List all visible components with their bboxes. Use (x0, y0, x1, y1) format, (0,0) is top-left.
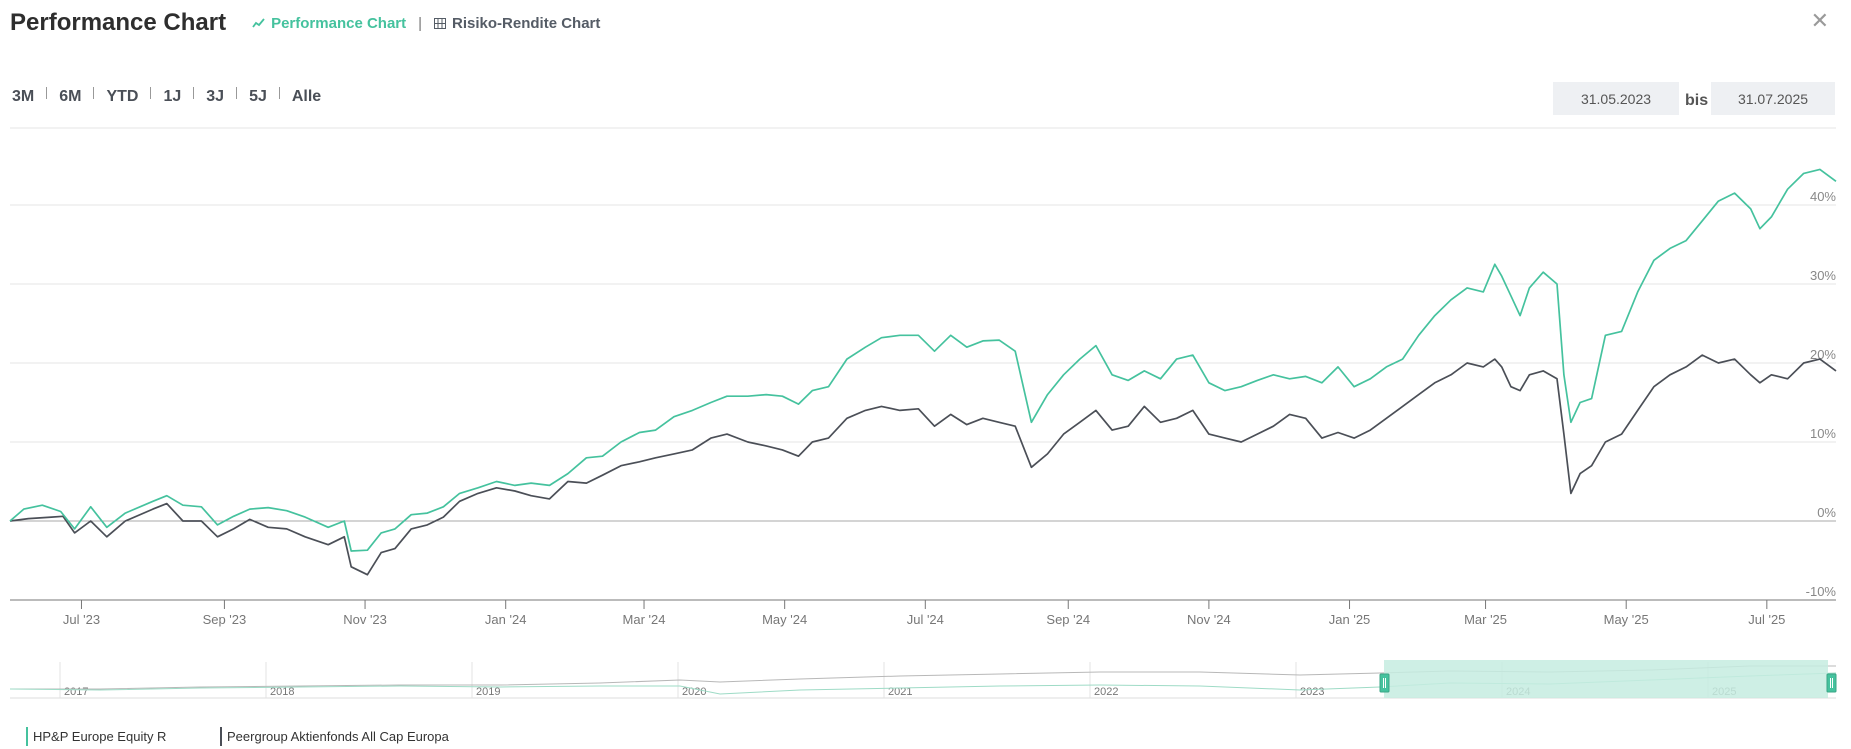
range-button-alle[interactable]: Alle (291, 88, 322, 105)
date-to-input[interactable]: 31.07.2025 (1711, 82, 1835, 115)
x-axis: Jul '23 Sep '23 Nov '23 Jan '24 Mar '24 May '… (10, 599, 1836, 627)
line-chart-icon (252, 18, 265, 28)
x-tick-label: May '24 (762, 612, 807, 627)
navigator-selection (1384, 660, 1828, 698)
x-tick-label: Jul '25 (1748, 612, 1785, 627)
grid-icon (434, 17, 447, 29)
x-tick-label: Jan '24 (485, 612, 527, 627)
tab-risk-return-chart-label: Risiko-Rendite Chart (452, 14, 601, 32)
chart-series (9, 168, 1837, 576)
navigator-handle-left[interactable] (1379, 673, 1390, 693)
y-tick-label: 40% (1810, 189, 1836, 204)
range-button-ytd[interactable]: YTD (106, 88, 139, 105)
range-divider (278, 87, 280, 99)
x-tick-label: Mar '25 (1464, 612, 1507, 627)
x-tick-label: Sep '24 (1046, 612, 1090, 627)
x-tick-label: Jul '24 (907, 612, 944, 627)
close-icon[interactable]: ✕ (1810, 8, 1829, 33)
x-tick-label: Jan '25 (1329, 612, 1371, 627)
range-divider (193, 87, 195, 99)
legend-label-peergroup: Peergroup Aktienfonds All Cap Europa (227, 729, 449, 744)
legend-swatch-fund (26, 727, 28, 746)
navigator-year-label: 2022 (1094, 686, 1118, 698)
tab-performance-chart[interactable]: Performance Chart (252, 15, 406, 32)
x-tick-label: Mar '24 (623, 612, 666, 627)
legend-item-peergroup[interactable]: Peergroup Aktienfonds All Cap Europa (220, 727, 449, 746)
navigator-handle-right[interactable] (1826, 673, 1837, 693)
range-divider (236, 87, 238, 99)
series-line-fund (9, 168, 1837, 552)
date-range-separator: bis (1685, 92, 1709, 109)
navigator-year-label: 2020 (682, 686, 706, 698)
navigator-year-label: 2021 (888, 686, 912, 698)
range-button-3j[interactable]: 3J (206, 88, 225, 105)
header: Performance Chart Performance Chart | Ri… (10, 6, 600, 40)
range-divider (150, 87, 152, 99)
range-divider (93, 87, 95, 99)
x-tick-label: Jul '23 (63, 612, 100, 627)
tab-separator: | (418, 14, 423, 32)
tab-risk-return-chart[interactable]: Risiko-Rendite Chart (434, 15, 600, 32)
range-navigator: 201720182019202020212022202320242025 (9, 660, 1837, 699)
range-button-3m[interactable]: 3M (12, 88, 35, 105)
range-selector: 3M 6M YTD 1J 3J 5J Alle (12, 87, 322, 106)
range-divider (46, 87, 48, 99)
y-tick-label: -10% (1806, 584, 1837, 599)
y-tick-label: 20% (1810, 347, 1836, 362)
y-tick-label: 10% (1810, 426, 1836, 441)
navigator-year-label: 2019 (476, 686, 500, 698)
performance-chart: Jul '23 Sep '23 Nov '23 Jan '24 Mar '24 May '… (9, 127, 1837, 699)
range-button-1j[interactable]: 1J (163, 88, 182, 105)
tab-performance-chart-label: Performance Chart (271, 14, 407, 32)
legend-label-fund: HP&P Europe Equity R (33, 729, 167, 744)
x-tick-label: Nov '23 (343, 612, 387, 627)
x-tick-label: Nov '24 (1187, 612, 1231, 627)
x-tick-label: May '25 (1604, 612, 1649, 627)
range-button-6m[interactable]: 6M (59, 88, 82, 105)
x-tick-label: Sep '23 (203, 612, 247, 627)
navigator-year-label: 2017 (64, 686, 88, 698)
y-axis: 40% 30% 20% 10% 0% -10% (1806, 189, 1837, 599)
y-tick-label: 30% (1810, 268, 1836, 283)
page-title: Performance Chart (10, 9, 227, 36)
range-button-5j[interactable]: 5J (249, 88, 267, 105)
navigator-year-label: 2018 (270, 686, 294, 698)
navigator-year-label: 2023 (1300, 686, 1324, 698)
legend-item-fund[interactable]: HP&P Europe Equity R (26, 727, 166, 746)
y-tick-label: 0% (1817, 505, 1836, 520)
legend-swatch-peergroup (220, 727, 222, 746)
series-line-peergroup (9, 354, 1837, 576)
date-from-input[interactable]: 31.05.2023 (1553, 82, 1679, 115)
